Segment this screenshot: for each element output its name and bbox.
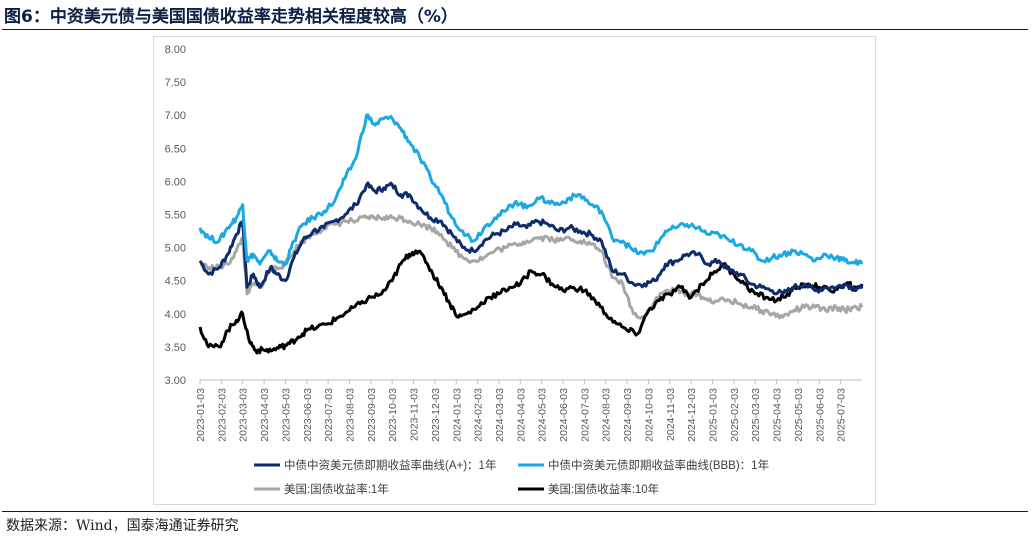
series-line-3	[198, 249, 864, 355]
x-tick-label: 2024-11-03	[665, 388, 677, 441]
bottom-rule	[2, 511, 1028, 512]
x-tick-label: 2023-06-03	[302, 388, 314, 442]
y-tick-label: 3.50	[165, 342, 186, 354]
x-tick-label: 2023-01-03	[195, 388, 207, 442]
x-tick-label: 2024-09-03	[622, 388, 634, 442]
figure-title: 图6：中资美元债与美国国债收益率走势相关程度较高（%）	[4, 7, 458, 27]
x-tick-label: 2023-02-03	[216, 388, 228, 442]
x-tick-label: 2024-03-03	[494, 388, 506, 442]
y-tick-label: 6.50	[165, 143, 186, 155]
series-lines	[198, 113, 864, 355]
x-tick-label: 2025-05-03	[793, 388, 805, 442]
x-tick-label: 2024-04-03	[515, 388, 527, 442]
x-tick-label: 2025-01-03	[708, 388, 720, 442]
series-line-0	[198, 181, 864, 296]
y-tick-label: 8.00	[165, 44, 186, 56]
x-tick-label: 2025-07-03	[836, 388, 848, 442]
y-tick-label: 7.50	[165, 77, 186, 89]
x-tick-label: 2023-05-03	[280, 388, 292, 442]
x-tick-label: 2024-08-03	[601, 388, 613, 442]
x-tick-label: 2024-05-03	[537, 388, 549, 442]
legend-label: 中债中资美元债即期收益率曲线(BBB)：1年	[548, 458, 769, 472]
legend-label: 美国:国债收益率:1年	[284, 482, 389, 496]
x-tick-label: 2025-06-03	[814, 388, 826, 442]
x-tick-label: 2023-11-03	[409, 388, 421, 441]
top-rule	[2, 29, 1028, 30]
y-tick-label: 4.00	[165, 309, 186, 321]
y-tick-label: 6.00	[165, 176, 186, 188]
x-tick-label: 2024-10-03	[643, 388, 655, 442]
series-line-1	[198, 113, 864, 267]
y-axis: 3.00 3.50 4.00 4.50 5.00 5.50 6.00 6.50 7.00 7.50…	[165, 44, 186, 387]
x-tick-label: 2025-02-03	[729, 388, 741, 442]
y-tick-label: 5.50	[165, 210, 186, 222]
x-tick-label: 2023-12-03	[430, 388, 442, 442]
y-tick-label: 5.00	[165, 243, 186, 255]
y-tick-label: 7.00	[165, 110, 186, 122]
x-tick-label: 2024-07-03	[579, 388, 591, 442]
y-tick-label: 4.50	[165, 276, 186, 288]
x-tick-label: 2023-09-03	[366, 388, 378, 442]
x-tick-label: 2024-12-03	[686, 388, 698, 442]
legend-label: 中债中资美元债即期收益率曲线(A+)：1年	[284, 458, 496, 472]
legend: 中债中资美元债即期收益率曲线(A+)：1年 中债中资美元债即期收益率曲线(BBB)…	[254, 458, 769, 496]
source-note: 数据来源：Wind，国泰海通证券研究	[6, 518, 239, 534]
chart-frame	[153, 36, 876, 505]
x-tick-label: 2025-04-03	[772, 388, 784, 442]
x-tick-label: 2023-04-03	[259, 388, 271, 442]
x-tick-label: 2023-03-03	[238, 388, 250, 442]
y-tick-label: 3.00	[165, 375, 186, 387]
x-tick-label: 2025-03-03	[750, 388, 762, 442]
x-tick-label: 2024-02-03	[473, 388, 485, 442]
x-tick-label: 2023-07-03	[323, 388, 335, 442]
x-tick-label: 2023-08-03	[344, 388, 356, 442]
x-tick-label: 2024-06-03	[558, 388, 570, 442]
x-tick-label: 2024-01-03	[451, 388, 463, 442]
x-tick-label: 2023-10-03	[387, 388, 399, 442]
legend-label: 美国:国债收益率:10年	[548, 482, 659, 496]
x-axis: 2023-01-03 2023-02-03 2023-03-03 2023-04-03…	[195, 379, 862, 442]
